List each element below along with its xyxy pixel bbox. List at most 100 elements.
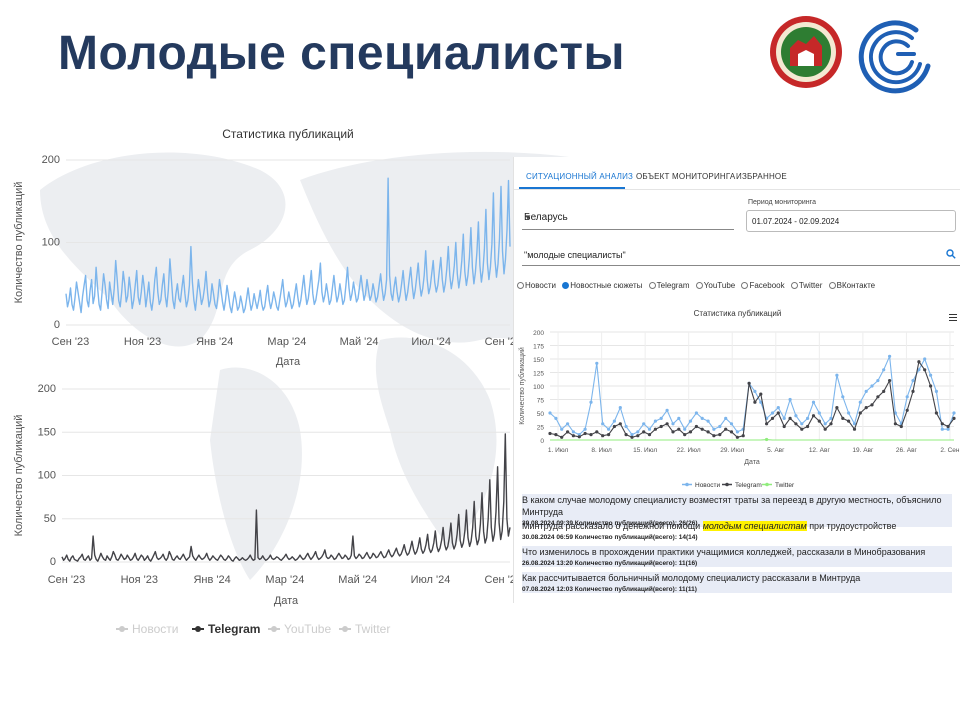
search-input[interactable]: "молодые специалисты" [522, 245, 960, 266]
data-point [911, 389, 915, 393]
data-point [688, 430, 693, 434]
legend-item: Новости [132, 622, 178, 636]
source-radio-vkontakte[interactable]: ВКонтакте [828, 281, 875, 290]
data-point [800, 422, 804, 426]
data-point [794, 414, 798, 418]
data-point [718, 433, 722, 437]
legend-item: Telegram [208, 622, 260, 636]
data-point [776, 411, 780, 415]
data-point [589, 433, 593, 437]
data-point [583, 431, 587, 436]
data-point [729, 422, 734, 426]
data-point [782, 424, 786, 429]
source-radio-twitter[interactable]: Twitter [790, 281, 822, 290]
x-axis-label: Дата [276, 356, 301, 368]
data-point [642, 430, 646, 434]
publications-chart-news: Статистика публикаций 0 100 200 Сен '23 Ноя '… [13, 127, 520, 368]
country-select[interactable]: Беларусь ▼ [522, 207, 734, 230]
series-line [550, 438, 954, 441]
legend-marker [685, 482, 689, 487]
data-point [929, 373, 933, 377]
y-tick-label: 175 [533, 344, 544, 351]
data-point [677, 427, 681, 431]
data-point [706, 430, 710, 434]
tab-favorites[interactable]: ИЗБРАННОЕ [736, 172, 787, 181]
legend-item: Twitter [775, 482, 795, 489]
news-item[interactable]: Минтруда рассказало о денежной помощи мо… [522, 520, 952, 541]
data-point [923, 368, 927, 372]
active-tab-indicator [519, 187, 625, 189]
source-radio-group: Новости Новостные сюжеты Telegram YouTub… [517, 281, 879, 290]
x-tick-label: 22. Июл [677, 447, 701, 454]
news-item[interactable]: Что изменилось в прохождении практики уч… [522, 546, 952, 567]
data-point [817, 419, 821, 423]
data-point [882, 368, 886, 372]
news-headline: Минтруда рассказало о денежной помощи мо… [522, 521, 897, 531]
x-tick-label: Сен '24 [485, 336, 520, 348]
data-point [893, 422, 897, 426]
data-point [888, 379, 892, 383]
data-point [636, 430, 640, 434]
data-point [612, 419, 616, 423]
slide-title: Молодые специалисты [58, 27, 625, 80]
legend-marker [725, 482, 729, 487]
tab-situational-analysis[interactable]: СИТУАЦИОННЫЙ АНАЛИЗ [526, 172, 634, 181]
data-point [665, 408, 669, 412]
data-point [753, 389, 757, 393]
data-point [630, 433, 634, 437]
hamburger-menu-icon[interactable] [949, 314, 957, 323]
data-point [735, 430, 739, 434]
x-tick-label: 1. Июл [548, 447, 569, 454]
data-point [841, 416, 845, 420]
y-tick-label: 100 [42, 237, 60, 249]
x-tick-label: Ноя '23 [121, 574, 158, 586]
news-item[interactable]: Как рассчитывается больничный молодому с… [522, 572, 952, 593]
data-point [782, 416, 786, 420]
x-tick-label: 8. Июл [591, 447, 612, 454]
news-meta: 30.08.2024 09:39 Количество публикаций(в… [522, 520, 698, 527]
data-point [852, 427, 857, 431]
y-tick-label: 0 [540, 438, 544, 445]
tab-monitoring-object[interactable]: ОБЪЕКТ МОНИТОРИНГА [636, 172, 736, 181]
data-point [607, 433, 611, 437]
data-point [700, 427, 704, 431]
data-point [571, 434, 575, 438]
news-headline: Что изменилось в прохождении практики уч… [522, 547, 926, 557]
legend-item: YouTube [284, 622, 331, 636]
data-point [876, 379, 880, 383]
x-tick-label: Мар '24 [267, 336, 306, 348]
data-point [583, 427, 587, 431]
search-icon[interactable] [946, 249, 956, 259]
data-point [735, 435, 739, 439]
data-point [665, 422, 669, 426]
data-point [841, 395, 845, 399]
small-chart-title: Статистика публикаций [693, 309, 782, 318]
news-meta: 30.08.2024 06:59 Количество публикаций(в… [522, 534, 698, 541]
data-point [952, 411, 956, 415]
data-point [595, 430, 599, 434]
data-point [741, 434, 745, 438]
source-radio-telegram[interactable]: Telegram [648, 281, 690, 290]
source-radio-facebook[interactable]: Facebook [741, 281, 785, 290]
source-radio-youtube[interactable]: YouTube [695, 281, 735, 290]
y-tick-label: 25 [537, 425, 545, 432]
source-radio-news-stories[interactable]: Новостные сюжеты [562, 281, 642, 290]
y-tick-label: 50 [44, 513, 56, 525]
data-point [601, 422, 605, 426]
data-point [911, 379, 915, 383]
data-point [706, 419, 710, 423]
y-tick-label: 200 [533, 330, 544, 337]
data-point [899, 424, 903, 429]
data-point [653, 419, 657, 423]
x-tick-label: Май '24 [338, 574, 377, 586]
data-point [788, 416, 792, 420]
data-point [934, 389, 938, 393]
ring-logo-icon [858, 20, 931, 94]
period-input[interactable]: 01.07.2024 - 02.09.2024 [746, 210, 956, 232]
y-tick-label: 0 [50, 556, 56, 568]
y-tick-label: 150 [38, 426, 56, 438]
source-radio-news[interactable]: Новости [517, 281, 556, 290]
news-headline: Как рассчитывается больничный молодому с… [522, 573, 861, 583]
data-point [607, 427, 611, 431]
keyword-highlight: молодым специалистам [702, 521, 807, 531]
